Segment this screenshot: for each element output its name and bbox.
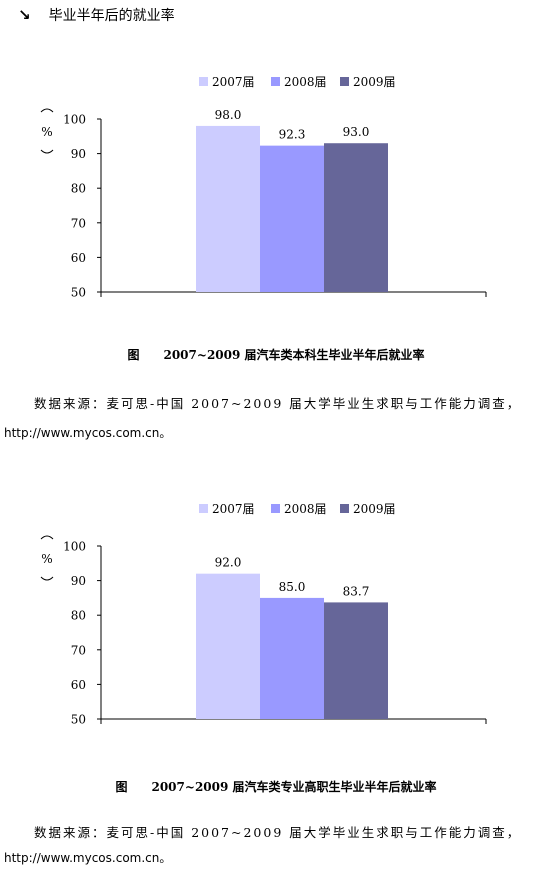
caption-text: 2007~2009 届汽车类专业高职生毕业半年后就业率	[151, 780, 437, 794]
data-label-2008届: 92.3	[279, 128, 306, 142]
svg-text:%: %	[41, 552, 52, 566]
y-tick-label-90: 90	[71, 574, 86, 588]
y-tick-label-70: 70	[71, 643, 86, 657]
y-tick-label-60: 60	[71, 678, 86, 692]
y-tick-label-80: 80	[71, 182, 86, 196]
legend-item-2007届: 2007届	[199, 75, 255, 89]
svg-text:2008届: 2008届	[284, 502, 327, 516]
y-tick-label-100: 100	[63, 113, 86, 127]
y-tick-label-50: 50	[71, 286, 86, 300]
y-tick-label-100: 100	[63, 540, 86, 554]
data-label-2009届: 83.7	[343, 584, 370, 598]
chart-caption-1: 图 2007~2009 届汽车类本科生毕业半年后就业率	[0, 346, 552, 363]
source-note-2: 数据来源：麦可思-中国 2007~2009 届大学毕业生求职与工作能力调查，	[34, 825, 522, 840]
chart-graduate-employment-bachelor: 2007届 2008届 2009届% 50 60 70 80 90 100 98.0 92.3 93.…	[40, 75, 487, 300]
bar-2007届	[196, 573, 260, 719]
bar-2009届	[324, 143, 388, 292]
bar-2008届	[260, 145, 324, 292]
legend-item-2009届: 2009届	[340, 75, 396, 89]
y-tick-label-80: 80	[71, 609, 86, 623]
svg-text:%: %	[41, 125, 52, 139]
data-label-2007届: 98.0	[215, 108, 242, 122]
section-title: 毕业半年后的就业率	[48, 8, 175, 24]
legend-item-2008届: 2008届	[271, 502, 327, 516]
legend-item-2007届: 2007届	[199, 502, 255, 516]
svg-text:2007届: 2007届	[212, 75, 255, 89]
y-tick-label-90: 90	[71, 147, 86, 161]
y-axis-label: %	[40, 535, 54, 581]
caption-text: 2007~2009 届汽车类本科生毕业半年后就业率	[163, 348, 425, 362]
y-axis-label: %	[40, 108, 54, 154]
legend-item-2008届: 2008届	[271, 75, 327, 89]
section-header: ↘ 毕业半年后的就业率	[18, 4, 175, 26]
arrow-down-right-icon: ↘	[18, 5, 31, 24]
data-label-2008届: 85.0	[279, 580, 306, 594]
source-url-2: http://www.mycos.com.cn。	[4, 851, 172, 865]
data-label-2009届: 93.0	[343, 125, 370, 139]
bar-2009届	[324, 602, 388, 719]
svg-text:2009届: 2009届	[353, 75, 396, 89]
bar-2008届	[260, 597, 324, 719]
caption-label: 图	[115, 780, 128, 794]
chart-graduate-employment-vocational: 2007届 2008届 2009届% 50 60 70 80 90 100 92.0 85.0 83.…	[40, 502, 487, 727]
legend-item-2009届: 2009届	[340, 502, 396, 516]
source-url-1: http://www.mycos.com.cn。	[4, 426, 172, 440]
svg-text:2009届: 2009届	[353, 502, 396, 516]
data-label-2007届: 92.0	[215, 556, 242, 570]
svg-text:2008届: 2008届	[284, 75, 327, 89]
y-tick-label-60: 60	[71, 251, 86, 265]
source-note-1: 数据来源：麦可思-中国 2007~2009 届大学毕业生求职与工作能力调查，	[34, 396, 522, 411]
chart-caption-2: 图 2007~2009 届汽车类专业高职生毕业半年后就业率	[0, 778, 552, 795]
bar-2007届	[196, 125, 260, 292]
y-tick-label-70: 70	[71, 216, 86, 230]
caption-label: 图	[127, 348, 140, 362]
y-tick-label-50: 50	[71, 713, 86, 727]
svg-text:2007届: 2007届	[212, 502, 255, 516]
